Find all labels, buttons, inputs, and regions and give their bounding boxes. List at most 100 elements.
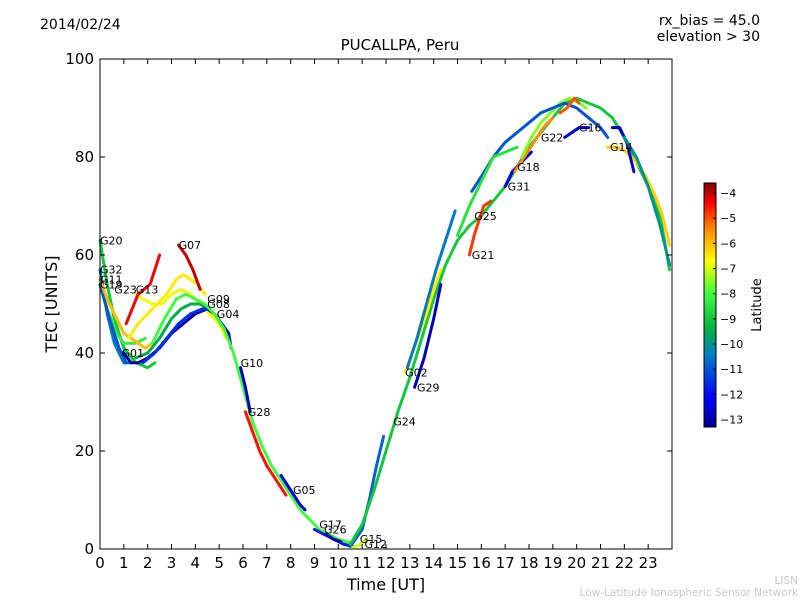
series-G29: [413, 282, 443, 389]
x-tick-label: 11: [353, 554, 372, 572]
x-axis-label: Time [UT]: [346, 575, 425, 594]
x-tick-label: 2: [143, 554, 153, 572]
series-G23: [98, 278, 154, 350]
y-tick-label: 80: [75, 148, 94, 166]
y-tick-label: 40: [75, 344, 94, 362]
series-G16: [470, 101, 610, 193]
series-G21: [467, 199, 493, 257]
satellite-label-G22: G22: [541, 131, 564, 144]
satellite-label-G09: G09: [207, 293, 230, 306]
colorbar-tick-label: −12: [720, 388, 743, 401]
series-G18: [513, 116, 555, 174]
x-tick-label: 1: [119, 554, 129, 572]
colorbar-ticks: −4 −5 −6 −7 −8 −9 −10 −11 −12 −13: [713, 187, 743, 426]
x-tick-label: 9: [310, 554, 320, 572]
satellite-label-G04: G04: [217, 308, 240, 321]
satellite-label-G21: G21: [472, 249, 495, 262]
series-G13: [134, 287, 228, 340]
chart-title: PUCALLPA, Peru: [340, 36, 460, 54]
series-G13b: [124, 253, 162, 326]
satellite-label-G28: G28: [248, 406, 271, 419]
x-tick-label: 14: [424, 554, 443, 572]
x-tick-label: 15: [448, 554, 467, 572]
satellite-label-G16: G16: [579, 122, 602, 135]
date-label: 2014/02/24: [40, 17, 121, 33]
series-layer: [98, 96, 672, 549]
x-tick-label: 22: [615, 554, 634, 572]
colorbar-tick-label: −5: [720, 212, 736, 225]
x-tick-label: 21: [591, 554, 610, 572]
colorbar-tick-label: −10: [720, 338, 743, 351]
series-G12: [351, 537, 369, 549]
x-tick-label: 23: [639, 554, 658, 572]
series-G07b: [177, 243, 202, 291]
satellite-label-G01: G01: [122, 347, 145, 360]
satellite-label-G11: G11: [100, 274, 123, 287]
satellite-label-G23: G23: [114, 283, 137, 296]
satellite-label-G13: G13: [136, 283, 159, 296]
x-tick-label: 5: [214, 554, 224, 572]
series-Gx1: [456, 145, 519, 237]
series-G28: [243, 410, 288, 497]
series-Gx3: [622, 135, 672, 267]
satellite-label-G24: G24: [393, 416, 416, 429]
satellite-label-G17: G17: [319, 519, 342, 532]
x-tick-label: 8: [286, 554, 296, 572]
colorbar-tick-label: −7: [720, 263, 736, 276]
x-tick-label: 20: [567, 554, 586, 572]
y-axis-label: TEC [UNITS]: [42, 256, 61, 354]
satellite-label-G31: G31: [508, 180, 531, 193]
satellite-label-G14: G14: [610, 141, 633, 154]
series-G05: [279, 474, 307, 512]
series-G07: [127, 273, 207, 340]
satellite-label-G20: G20: [100, 234, 123, 247]
colorbar-tick-label: −8: [720, 288, 736, 301]
satellite-label-G10: G10: [241, 357, 264, 370]
footer-network-name: Low-Latitude Ionospheric Sensor Network: [579, 587, 798, 599]
satellite-label-G08: G08: [207, 298, 230, 311]
satellite-label-G19: G19: [100, 278, 123, 291]
colorbar: [703, 182, 717, 428]
x-tick-label: 10: [329, 554, 348, 572]
satellite-label-G25: G25: [474, 210, 497, 223]
colorbar-tick-label: −6: [720, 237, 736, 250]
satellite-label-G18: G18: [517, 161, 540, 174]
x-tick-label: 18: [519, 554, 538, 572]
y-tick-label: 0: [84, 540, 94, 558]
satellite-label-G29: G29: [417, 381, 440, 394]
satellite-label-G05: G05: [293, 484, 316, 497]
colorbar-tick-label: −4: [720, 187, 736, 200]
satellite-label-G07: G07: [179, 239, 202, 252]
x-tick-label: 6: [238, 554, 248, 572]
rx-bias-label: rx_bias = 45.0: [658, 13, 760, 29]
series-G14b: [610, 126, 636, 174]
x-tick-label: 7: [262, 554, 272, 572]
series-G08: [141, 307, 212, 365]
colorbar-tick-label: −13: [720, 413, 743, 426]
x-tick-label: 13: [400, 554, 419, 572]
x-tick-label: 16: [472, 554, 491, 572]
x-tick-label: 4: [191, 554, 201, 572]
elevation-label: elevation > 30: [656, 29, 760, 45]
satellite-label-G32: G32: [100, 264, 123, 277]
series-G25: [405, 209, 457, 370]
x-tick-label: 19: [543, 554, 562, 572]
axis-ticks: 0 1 2 3 4 5 6 7 8 9 10 11 12 13 14 15 16 17 18 19 20 21 22 2302…: [65, 50, 672, 572]
footer-lisn: LISN: [774, 575, 798, 587]
x-tick-label: 0: [95, 554, 105, 572]
y-tick-label: 60: [75, 246, 94, 264]
satellite-label-G12: G12: [365, 538, 388, 551]
series-G20: [98, 238, 157, 370]
y-tick-label: 100: [65, 50, 94, 68]
series-G26: [324, 532, 343, 544]
series-G09: [134, 302, 212, 360]
series-G16b: [563, 126, 591, 139]
colorbar-label: Latitude: [750, 278, 765, 332]
satellite-label-G26: G26: [324, 523, 347, 536]
series-G10: [239, 366, 252, 414]
colorbar-tick-label: −9: [720, 313, 736, 326]
plot-settings: rx_bias = 45.0 elevation > 30: [657, 13, 760, 45]
x-tick-label: 17: [496, 554, 515, 572]
